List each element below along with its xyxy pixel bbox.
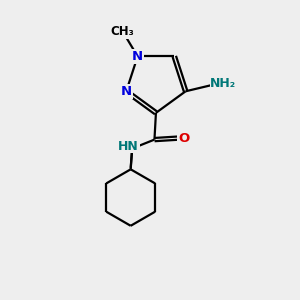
Text: O: O xyxy=(178,132,189,145)
Text: NH₂: NH₂ xyxy=(210,77,236,90)
Text: HN: HN xyxy=(118,140,139,153)
Text: CH₃: CH₃ xyxy=(110,25,134,38)
Text: N: N xyxy=(121,85,132,98)
Text: N: N xyxy=(132,50,143,63)
